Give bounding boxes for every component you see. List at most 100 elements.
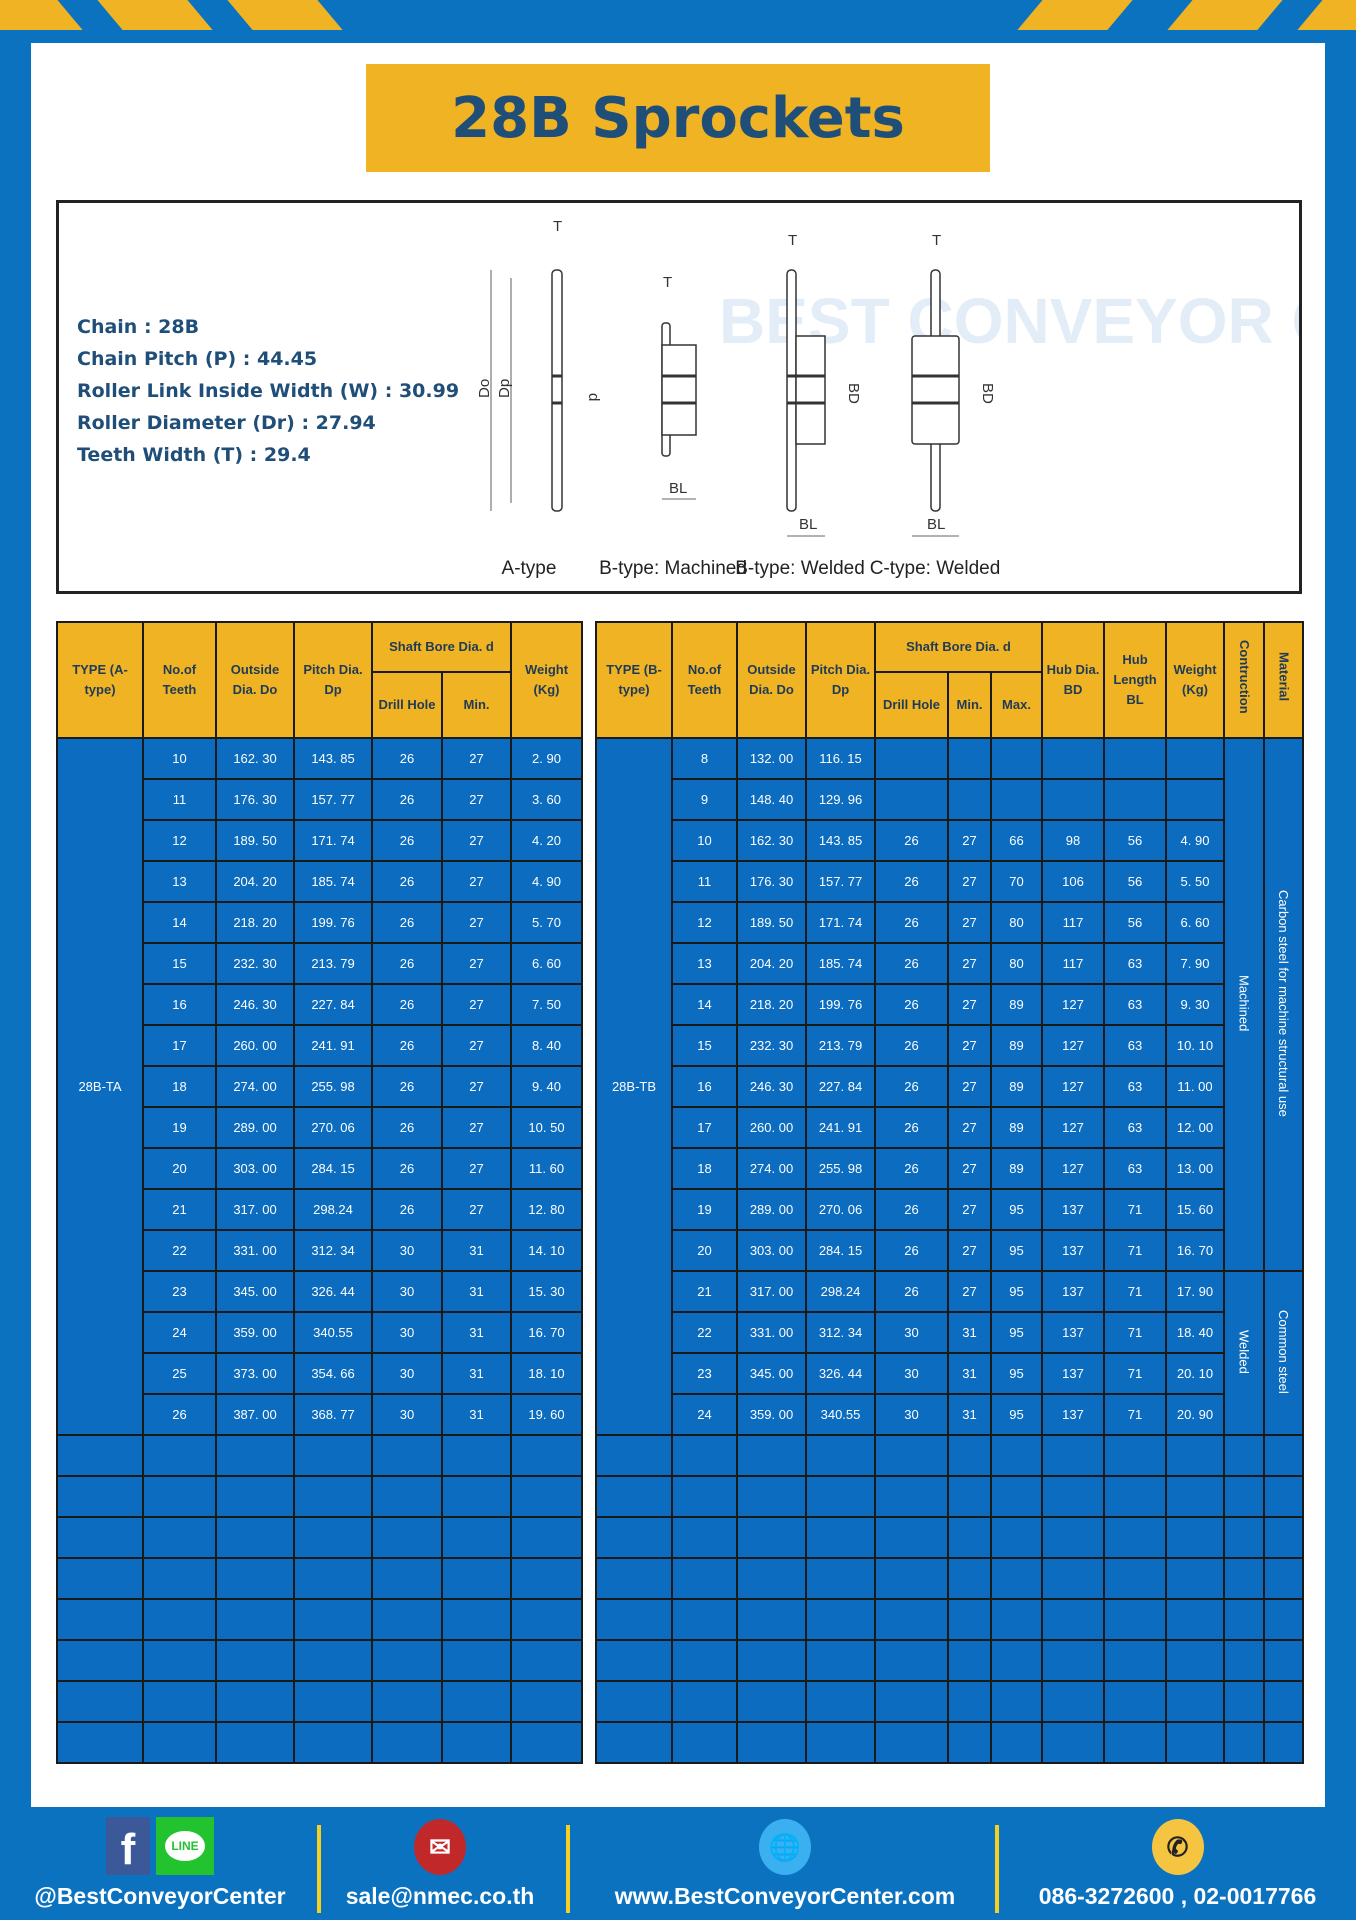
facebook-icon[interactable]: f [106, 1817, 150, 1875]
teeth-cell: 15 [671, 1024, 738, 1067]
svg-text:T: T [663, 274, 672, 291]
pitch-dia-cell: 143. 85 [293, 737, 373, 780]
max-bore-cell: 89 [990, 1106, 1043, 1149]
empty-cell [1041, 1475, 1105, 1518]
empty-cell [1223, 1557, 1265, 1600]
empty-cell [142, 1557, 217, 1600]
empty-cell [1103, 1639, 1167, 1682]
teeth-cell: 18 [671, 1147, 738, 1190]
empty-cell [671, 1516, 738, 1559]
outside-dia-cell: 274. 00 [215, 1065, 295, 1108]
outside-dia-cell: 303. 00 [736, 1229, 807, 1272]
max-bore-cell: 89 [990, 1147, 1043, 1190]
header-min: Min. [441, 671, 512, 739]
pitch-dia-cell: 326. 44 [293, 1270, 373, 1313]
hub-dia-cell: 137 [1041, 1393, 1105, 1436]
table-row: 17 260. 00 241. 91 26 27 89 127 63 12. 00 [596, 1106, 1303, 1149]
spec-inside-width: Roller Link Inside Width (W) : 30.99 [77, 380, 460, 402]
weight-cell: 18. 40 [1165, 1311, 1225, 1354]
pitch-dia-cell: 326. 44 [805, 1352, 876, 1395]
min-bore-cell: 31 [947, 1352, 992, 1395]
drill-hole-cell: 26 [874, 901, 949, 944]
weight-cell: 17. 90 [1165, 1270, 1225, 1313]
drill-hole-cell: 26 [371, 1106, 443, 1149]
construction-cell: Welded [1223, 1270, 1265, 1436]
hub-length-cell: 71 [1103, 1393, 1167, 1436]
weight-cell: 4. 90 [1165, 819, 1225, 862]
caption-b-machined: B-type: Machined [599, 558, 747, 579]
min-bore-cell: 27 [947, 901, 992, 944]
empty-cell [1165, 1434, 1225, 1477]
drill-hole-cell: 30 [371, 1393, 443, 1436]
social-contact[interactable]: f LINE @BestConveyorCenter [20, 1807, 300, 1920]
min-bore-cell: 27 [441, 737, 512, 780]
table-row: 25 373. 00 354. 66 30 31 18. 10 [57, 1352, 583, 1395]
b-type-table: TYPE (B-type) No.of Teeth Outside Dia. D… [595, 621, 1304, 1764]
hub-dia-cell: 137 [1041, 1188, 1105, 1231]
decor-stripe [1297, 0, 1356, 30]
website-link[interactable]: www.BestConveyorCenter.com [614, 1883, 956, 1909]
outside-dia-cell: 218. 20 [736, 983, 807, 1026]
weight-cell: 11. 00 [1165, 1065, 1225, 1108]
empty-cell [947, 1516, 992, 1559]
min-bore-cell: 27 [441, 1106, 512, 1149]
max-bore-cell: 80 [990, 942, 1043, 985]
empty-cell [371, 1475, 443, 1518]
table-row: 12 189. 50 171. 74 26 27 4. 20 [57, 819, 583, 862]
divider [566, 1825, 570, 1913]
weight-cell: 10. 50 [510, 1106, 583, 1149]
outside-dia-cell: 232. 30 [215, 942, 295, 985]
empty-cell [142, 1680, 217, 1723]
outside-dia-cell: 204. 20 [736, 942, 807, 985]
material-label: Common steel [1276, 1309, 1291, 1394]
hub-dia-cell: 137 [1041, 1352, 1105, 1395]
drill-hole-cell: 30 [371, 1311, 443, 1354]
empty-cell [56, 1721, 144, 1764]
hub-dia-cell: 106 [1041, 860, 1105, 903]
empty-cell [215, 1721, 295, 1764]
table-row: 18 274. 00 255. 98 26 27 89 127 63 13. 00 [596, 1147, 1303, 1190]
table-row: 28B-TA 10 162. 30 143. 85 26 27 2. 90 [56, 737, 583, 1436]
pitch-dia-cell: 354. 66 [293, 1352, 373, 1395]
empty-cell [371, 1721, 443, 1764]
teeth-cell: 11 [142, 778, 217, 821]
empty-row [595, 1557, 1304, 1600]
email-contact[interactable]: ✉ sale@nmec.co.th [330, 1807, 550, 1920]
teeth-cell: 9 [671, 778, 738, 821]
pitch-dia-cell: 255. 98 [293, 1065, 373, 1108]
b-machined-drawing [661, 322, 697, 500]
empty-cell [1103, 1557, 1167, 1600]
outside-dia-cell: 331. 00 [736, 1311, 807, 1354]
b-welded-drawing [786, 269, 826, 537]
drill-hole-cell: 30 [874, 1393, 949, 1436]
hub-dia-cell [1041, 737, 1105, 780]
outside-dia-cell: 373. 00 [215, 1352, 295, 1395]
empty-cell [990, 1475, 1043, 1518]
hub-dia-cell: 117 [1041, 942, 1105, 985]
outside-dia-cell: 176. 30 [736, 860, 807, 903]
divider [995, 1825, 999, 1913]
drill-hole-cell [874, 778, 949, 821]
globe-icon: 🌐 [759, 1819, 811, 1875]
table-row: 23 345. 00 326. 44 30 31 15. 30 [57, 1270, 583, 1313]
empty-cell [805, 1557, 876, 1600]
email-link[interactable]: sale@nmec.co.th [345, 1883, 535, 1909]
line-icon[interactable]: LINE [156, 1817, 214, 1875]
phone-contact[interactable]: ✆ 086-3272600 , 02-0017766 [1005, 1807, 1350, 1920]
empty-cell [736, 1434, 807, 1477]
email-icon: ✉ [414, 1819, 466, 1875]
table-row: 15 232. 30 213. 79 26 27 89 127 63 10. 10 [596, 1024, 1303, 1067]
hub-dia-cell: 127 [1041, 1065, 1105, 1108]
decor-stripe [97, 0, 213, 30]
phone-numbers[interactable]: 086-3272600 , 02-0017766 [1038, 1883, 1317, 1909]
website-contact[interactable]: 🌐 www.BestConveyorCenter.com [580, 1807, 990, 1920]
empty-row [56, 1557, 583, 1600]
min-bore-cell: 27 [947, 860, 992, 903]
empty-row [56, 1639, 583, 1682]
decor-stripe [1017, 0, 1133, 30]
empty-cell [56, 1639, 144, 1682]
empty-cell [371, 1680, 443, 1723]
weight-cell: 10. 10 [1165, 1024, 1225, 1067]
empty-cell [56, 1516, 144, 1559]
weight-cell: 7. 90 [1165, 942, 1225, 985]
